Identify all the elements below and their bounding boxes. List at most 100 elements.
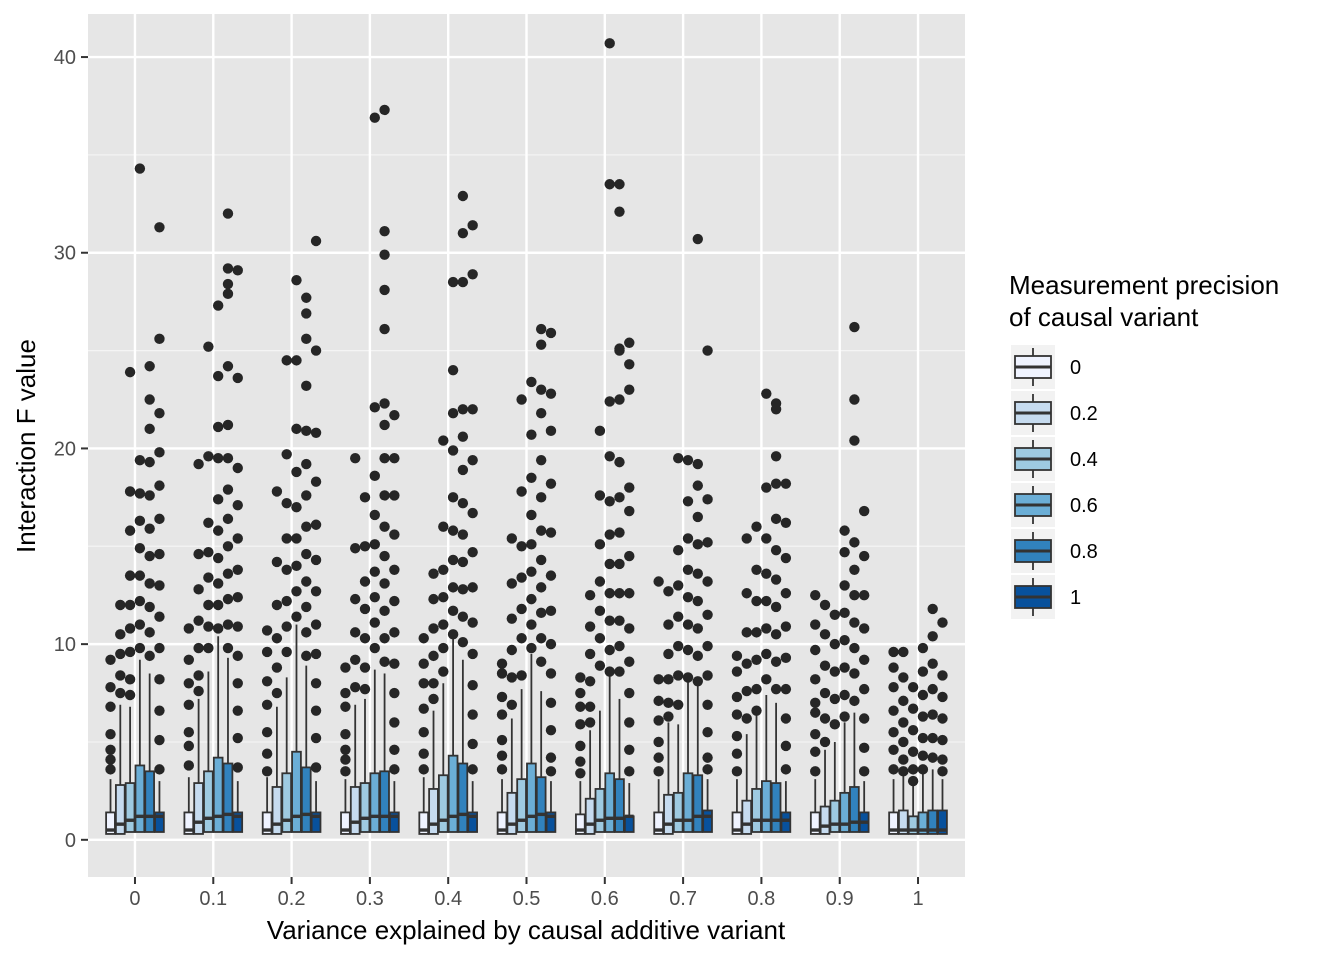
outlier-point <box>389 687 400 699</box>
outlier-point <box>428 593 439 605</box>
y-tick-label: 20 <box>54 438 76 460</box>
outlier-point <box>810 707 821 718</box>
outlier-point <box>418 726 429 738</box>
outlier-point <box>770 629 782 640</box>
outlier-point <box>849 435 860 446</box>
y-tick-label: 30 <box>54 243 76 265</box>
legend-label: 0.8 <box>1070 541 1098 563</box>
outlier-point <box>271 687 283 699</box>
y-axis: 0 10 20 30 40 <box>54 47 88 852</box>
outlier-point <box>438 642 449 654</box>
outlier-point <box>281 621 292 632</box>
outlier-point <box>212 599 224 611</box>
outlier-point <box>731 709 743 720</box>
outlier-point <box>702 345 713 356</box>
outlier-point <box>467 738 478 750</box>
outlier-point <box>927 752 938 763</box>
outlier-point <box>663 586 674 597</box>
outlier-point <box>594 576 606 587</box>
x-tick-label: 0.2 <box>278 888 306 910</box>
outlier-point <box>212 421 224 433</box>
outlier-point <box>770 404 782 415</box>
outlier-point <box>624 687 635 699</box>
outlier-point <box>819 736 831 748</box>
outlier-point <box>927 732 938 744</box>
outlier-point <box>849 642 860 654</box>
outlier-point <box>115 687 126 699</box>
outlier-point <box>496 750 508 761</box>
outlier-point <box>535 633 547 644</box>
outlier-point <box>301 601 312 613</box>
outlier-point <box>888 681 899 693</box>
outlier-point <box>526 509 537 521</box>
outlier-point <box>379 419 390 431</box>
outlier-point <box>829 666 841 677</box>
outlier-point <box>467 507 478 519</box>
outlier-point <box>907 775 919 787</box>
outlier-point <box>858 742 870 754</box>
outlier-point <box>692 568 703 579</box>
outlier-point <box>281 449 292 460</box>
outlier-point <box>124 570 136 581</box>
outlier-point <box>124 525 136 536</box>
outlier-point <box>584 590 596 601</box>
outlier-point <box>819 660 831 671</box>
outlier-point <box>212 525 224 536</box>
outlier-point <box>692 595 703 607</box>
outlier-point <box>193 670 204 681</box>
outlier-point <box>761 568 772 579</box>
outlier-point <box>858 766 870 777</box>
x-axis-title: Variance explained by causal additive va… <box>267 915 786 945</box>
outlier-point <box>447 582 459 593</box>
outlier-point <box>731 691 743 703</box>
outlier-point <box>193 548 204 560</box>
box <box>428 788 439 835</box>
outlier-point <box>907 746 919 757</box>
outlier-point <box>839 689 850 701</box>
outlier-point <box>232 265 243 276</box>
outlier-point <box>526 566 537 577</box>
outlier-point <box>222 568 234 579</box>
outlier-point <box>780 652 792 664</box>
outlier-point <box>614 345 625 356</box>
outlier-point <box>604 529 615 540</box>
outlier-point <box>741 713 752 724</box>
outlier-point <box>770 683 782 695</box>
outlier-point <box>682 533 694 544</box>
outlier-point <box>389 490 400 501</box>
outlier-point <box>516 603 527 615</box>
outlier-point <box>653 576 664 587</box>
outlier-point <box>535 554 547 566</box>
outlier-point <box>291 560 302 572</box>
outlier-point <box>134 570 146 581</box>
outlier-point <box>584 717 596 728</box>
outlier-point <box>428 693 439 705</box>
box <box>506 791 518 835</box>
outlier-point <box>604 179 615 190</box>
outlier-point <box>115 648 126 660</box>
outlier-point <box>604 588 615 599</box>
outlier-point <box>535 656 547 667</box>
outlier-point <box>379 578 390 589</box>
outlier-point <box>379 323 390 335</box>
outlier-point <box>575 687 586 699</box>
outlier-point <box>105 701 116 712</box>
outlier-point <box>917 732 929 744</box>
outlier-point <box>340 701 351 712</box>
outlier-point <box>144 456 155 468</box>
outlier-point <box>124 366 136 378</box>
outlier-point <box>839 580 850 591</box>
outlier-point <box>291 533 302 544</box>
outlier-point <box>888 764 899 775</box>
outlier-point <box>291 611 302 622</box>
outlier-point <box>653 736 664 748</box>
outlier-point <box>271 556 283 568</box>
outlier-point <box>858 683 870 695</box>
box <box>927 809 939 835</box>
outlier-point <box>212 494 224 505</box>
box <box>888 811 899 835</box>
outlier-point <box>144 550 155 562</box>
outlier-point <box>301 548 312 560</box>
outlier-point <box>271 599 283 611</box>
outlier-point <box>692 480 703 491</box>
